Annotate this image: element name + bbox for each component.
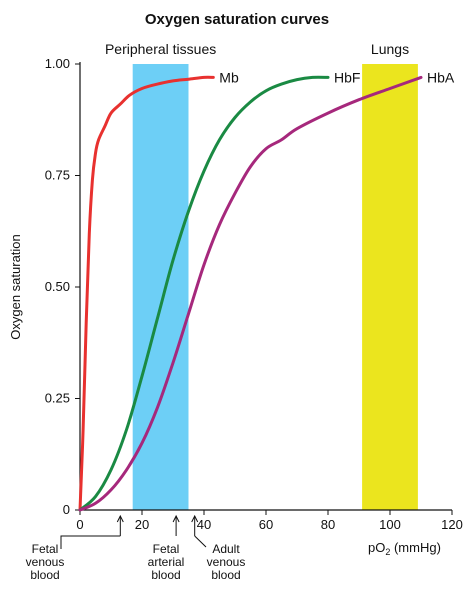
annotation-arrowhead-0 xyxy=(116,514,124,523)
y-tick-label-1: 0.25 xyxy=(45,391,70,406)
axes-layer: 0 20 40 60 80 100 120 0 0.25 0.50 0.75 1.00 xyxy=(45,56,463,532)
band-1 xyxy=(362,64,418,510)
x-tick-label-2: 40 xyxy=(197,517,211,532)
x-tick-label-3: 60 xyxy=(259,517,273,532)
y-tick-label-3: 0.75 xyxy=(45,168,70,183)
band-label-1: Lungs xyxy=(371,41,409,57)
x-axis-label-unit: (mmHg) xyxy=(390,540,441,555)
x-tick-label-5: 100 xyxy=(379,517,401,532)
band-label-0: Peripheral tissues xyxy=(105,41,216,57)
series-line-hbf xyxy=(78,75,330,512)
series-line-mb xyxy=(78,75,215,512)
y-axis-label: Oxygen saturation xyxy=(8,234,23,340)
annotation-line: venous xyxy=(207,555,246,569)
series-layer: Mb HbF HbA xyxy=(78,69,455,512)
series-label-hbf: HbF xyxy=(334,69,360,85)
y-tick-label-2: 0.50 xyxy=(45,279,70,294)
annotation-text-1: Fetal arterial blood xyxy=(148,542,185,582)
annotation-arrowhead-1 xyxy=(172,514,180,523)
x-tick-label-6: 120 xyxy=(441,517,463,532)
x-tick-label-4: 80 xyxy=(321,517,335,532)
annotation-line: blood xyxy=(211,568,240,582)
series-line-hba xyxy=(78,75,423,512)
chart-title: Oxygen saturation curves xyxy=(145,11,329,28)
y-tick-label-4: 1.00 xyxy=(45,56,70,71)
series-label-mb: Mb xyxy=(219,69,239,85)
annotation-arrowhead-2 xyxy=(191,514,199,523)
annotation-line: venous xyxy=(26,555,65,569)
x-tick-label-0: 0 xyxy=(76,517,83,532)
annotation-leader-0 xyxy=(60,535,121,549)
x-axis-label-main: pO xyxy=(368,540,385,555)
annotation-line: Adult xyxy=(212,542,240,556)
band-0 xyxy=(132,64,189,510)
bands-layer: Peripheral tissues Lungs xyxy=(105,41,418,510)
annotation-leader-2 xyxy=(194,535,207,548)
annotation-text-2: Adult venous blood xyxy=(207,542,246,582)
x-tick-label-1: 20 xyxy=(135,517,149,532)
y-tick-label-0: 0 xyxy=(63,502,70,517)
x-axis-label: pO2 (mmHg) xyxy=(368,540,441,557)
annotation-line: blood xyxy=(30,568,59,582)
annotation-line: blood xyxy=(151,568,180,582)
annotation-line: Fetal xyxy=(32,542,59,556)
annotation-line: Fetal xyxy=(153,542,180,556)
series-label-hba: HbA xyxy=(427,69,455,85)
x-axis-label-subscript: 2 xyxy=(385,547,390,557)
annotation-text-0: Fetal venous blood xyxy=(26,542,65,582)
annotation-line: arterial xyxy=(148,555,185,569)
